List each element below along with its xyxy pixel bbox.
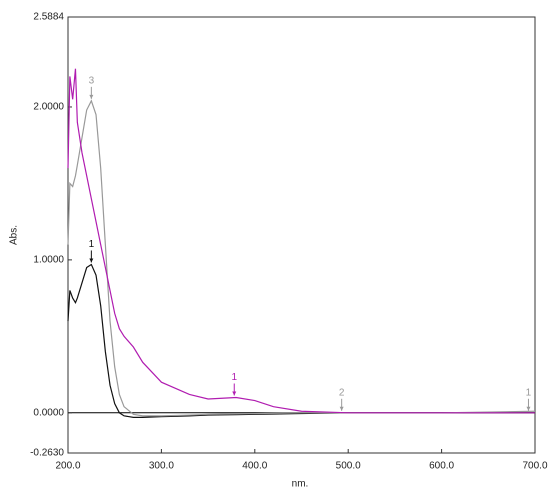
annotation-label: 1 bbox=[89, 239, 95, 250]
x-axis-label: nm. bbox=[292, 479, 309, 490]
y-tick-label: 1.0000 bbox=[33, 255, 64, 266]
spectrum-line bbox=[67, 68, 535, 414]
annotation-arrowhead bbox=[89, 258, 94, 263]
x-tick-label: 700.0 bbox=[522, 461, 547, 472]
x-tick-label: 400.0 bbox=[242, 461, 267, 472]
annotation-label: 3 bbox=[89, 75, 95, 86]
x-tick-label: 500.0 bbox=[336, 461, 361, 472]
x-tick-label: 200.0 bbox=[55, 461, 80, 472]
annotation-label: 2 bbox=[339, 387, 345, 398]
annotation-arrowhead bbox=[89, 94, 94, 99]
annotation-arrowhead bbox=[526, 406, 531, 411]
y-axis-label: Abs. bbox=[9, 225, 20, 245]
annotation-arrowhead bbox=[339, 406, 344, 411]
spectrum-line bbox=[67, 99, 536, 417]
x-tick-label: 300.0 bbox=[149, 461, 174, 472]
annotation-arrowhead bbox=[232, 391, 237, 396]
spectrum-line bbox=[67, 263, 535, 418]
annotation-label: 1 bbox=[526, 387, 532, 398]
y-tick-label: 2.5884 bbox=[33, 12, 64, 23]
y-tick-label: 0.0000 bbox=[33, 407, 64, 418]
y-tick-label: 2.0000 bbox=[33, 102, 64, 113]
x-tick-label: 600.0 bbox=[429, 461, 454, 472]
annotation-label: 1 bbox=[231, 372, 237, 383]
plot-frame bbox=[67, 16, 536, 454]
y-tick-label: -0.2630 bbox=[30, 448, 64, 459]
